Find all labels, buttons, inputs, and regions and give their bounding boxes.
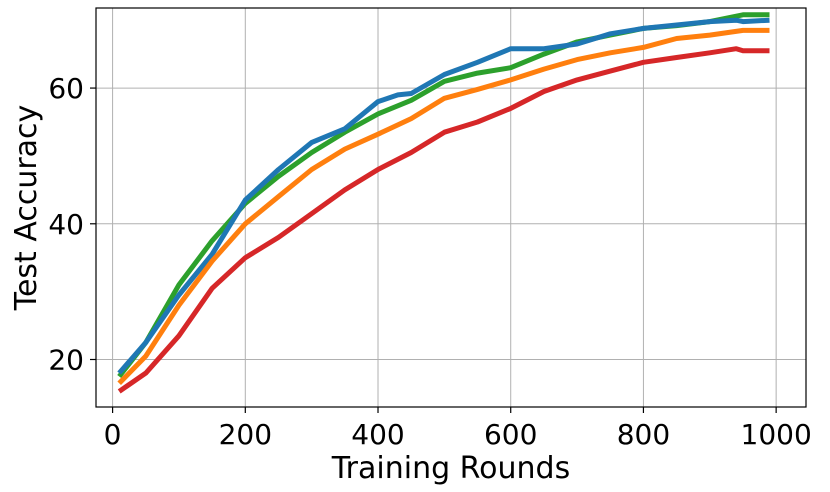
y-tick-label: 40 [48,208,84,241]
x-tick-label: 200 [219,418,272,451]
x-tick-label: 0 [104,418,122,451]
plot-frame [95,7,807,408]
x-tick-label: 600 [484,418,537,451]
y-tick-label: 20 [48,344,84,377]
series-line [117,46,770,394]
x-tick-label: 800 [617,418,670,451]
grid-lines [96,8,806,407]
axis-ticks: 0 200 400 600 800 1000 20 40 60 [48,72,811,451]
series-line [117,17,770,375]
x-tick-label: 400 [351,418,404,451]
series-line [117,27,770,386]
x-axis-label: Training Rounds [331,451,570,486]
series-lines [117,12,770,394]
x-tick-label: 1000 [741,418,812,451]
y-tick-label: 60 [48,72,84,105]
y-axis-label: Test Accuracy [9,105,44,312]
